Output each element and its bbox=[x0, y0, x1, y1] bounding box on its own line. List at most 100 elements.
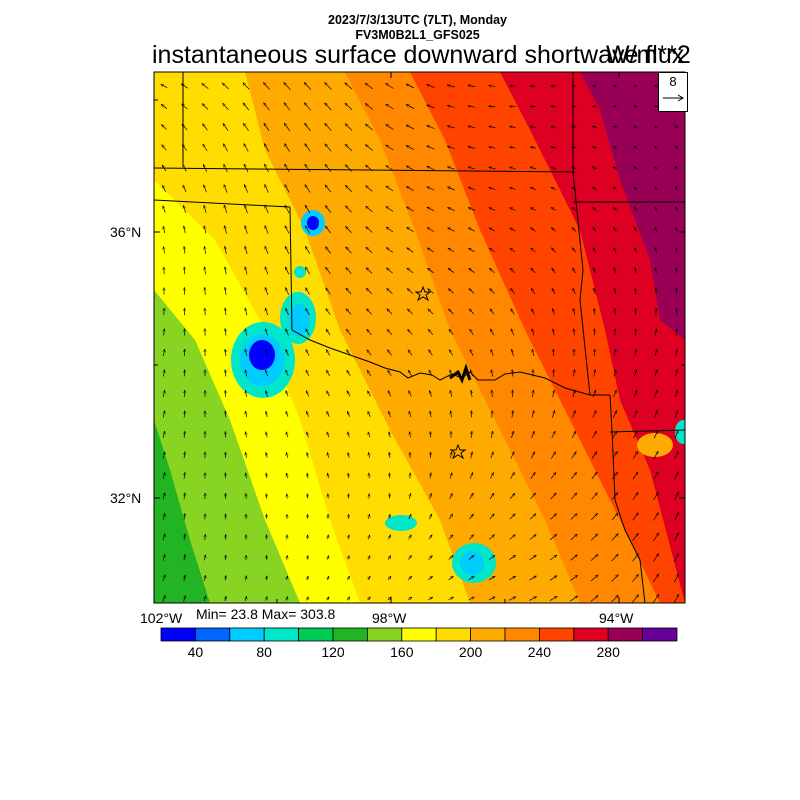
colorbar-swatch bbox=[366, 627, 403, 642]
wind-vector bbox=[366, 268, 373, 274]
wind-vector bbox=[265, 246, 269, 255]
wind-vector bbox=[509, 514, 515, 520]
lon-label-102w: 102°W bbox=[140, 610, 183, 626]
wind-vector bbox=[287, 555, 288, 560]
wind-vector bbox=[348, 576, 350, 581]
wind-vector bbox=[430, 411, 431, 418]
wind-vector bbox=[491, 370, 493, 377]
wind-vector bbox=[265, 267, 269, 275]
wind-vector bbox=[366, 309, 372, 315]
wind-vector bbox=[551, 452, 556, 459]
wind-vector bbox=[304, 205, 311, 214]
wind-vector bbox=[632, 492, 638, 500]
wind-vector bbox=[386, 268, 393, 274]
wind-vector bbox=[510, 248, 516, 253]
wind-vector bbox=[389, 535, 391, 540]
wind-vector bbox=[387, 350, 392, 356]
map-title: instantaneous surface downward shortwave… bbox=[152, 41, 685, 69]
band-green bbox=[154, 420, 210, 603]
wind-vector bbox=[305, 370, 310, 377]
wind-vector bbox=[530, 207, 536, 211]
wind-vector bbox=[284, 144, 290, 152]
wind-vector bbox=[510, 309, 515, 315]
wind-vector bbox=[369, 452, 370, 458]
wind-vector bbox=[613, 390, 617, 398]
wind-vector bbox=[676, 370, 678, 377]
wind-vector bbox=[347, 597, 349, 601]
wind-vector bbox=[448, 535, 453, 540]
wind-vector bbox=[592, 431, 597, 439]
wind-vector bbox=[346, 370, 351, 376]
wind-vector bbox=[410, 432, 411, 438]
wind-vector bbox=[656, 268, 657, 274]
wind-vector bbox=[203, 124, 208, 131]
wind-vector bbox=[530, 187, 536, 189]
wind-vector bbox=[184, 493, 185, 500]
wind-vector bbox=[510, 288, 515, 294]
wind-vector bbox=[551, 248, 556, 253]
wind-vector bbox=[593, 207, 597, 211]
wind-vector bbox=[387, 288, 393, 294]
wind-vector bbox=[489, 207, 496, 211]
wind-vector bbox=[386, 207, 394, 212]
wind-vector bbox=[451, 411, 452, 418]
wind-vector bbox=[490, 309, 495, 315]
wind-vector bbox=[284, 246, 290, 254]
wind-vector bbox=[632, 451, 639, 459]
cell-d-core bbox=[460, 551, 484, 575]
wind-vector bbox=[654, 106, 659, 107]
wind-vector bbox=[407, 576, 412, 581]
wind-vector bbox=[406, 186, 414, 191]
wind-vector bbox=[163, 554, 165, 561]
wind-vector bbox=[430, 493, 432, 499]
wind-vector bbox=[263, 83, 270, 90]
wind-vector bbox=[184, 513, 185, 520]
wind-vector bbox=[225, 555, 226, 561]
wind-vector bbox=[674, 431, 679, 439]
wind-vector bbox=[348, 432, 350, 438]
colorbar-swatch bbox=[607, 627, 644, 642]
wind-vector bbox=[285, 370, 289, 377]
wind-vector bbox=[184, 226, 186, 234]
wind-vector bbox=[635, 248, 637, 253]
wind-vector bbox=[409, 493, 410, 499]
wind-vector bbox=[571, 431, 577, 439]
wind-vector bbox=[468, 247, 475, 253]
wind-vector bbox=[468, 85, 476, 86]
wind-vector bbox=[448, 289, 454, 294]
wind-vector bbox=[225, 246, 227, 254]
wind-vector bbox=[590, 596, 598, 602]
wind-vector bbox=[389, 452, 390, 458]
wind-vector bbox=[307, 452, 308, 458]
wind-vector bbox=[386, 83, 394, 89]
wind-vector bbox=[509, 493, 515, 500]
wind-vector bbox=[245, 390, 246, 397]
wind-vector bbox=[205, 534, 206, 540]
wind-vector bbox=[346, 309, 352, 315]
wind-vector bbox=[447, 126, 455, 129]
wind-vector bbox=[225, 370, 226, 377]
wind-vector bbox=[550, 472, 556, 479]
wind-vector bbox=[590, 534, 598, 541]
wind-vector bbox=[163, 390, 164, 397]
wind-vector bbox=[471, 390, 472, 397]
wind-vector bbox=[429, 390, 432, 397]
wind-vector bbox=[468, 575, 475, 581]
wind-vector bbox=[633, 410, 638, 418]
wind-vector bbox=[509, 535, 516, 540]
wind-vector bbox=[450, 473, 452, 479]
colorbar-swatch bbox=[642, 627, 678, 642]
wind-vector bbox=[655, 349, 657, 356]
wind-vector bbox=[163, 370, 164, 377]
wind-vector bbox=[654, 146, 658, 148]
wind-vector bbox=[164, 329, 165, 336]
wind-vector bbox=[202, 83, 209, 89]
wind-vector bbox=[428, 289, 434, 294]
wind-vector bbox=[655, 247, 657, 253]
wind-vector bbox=[386, 144, 394, 151]
louisiana-north-border bbox=[609, 429, 686, 433]
wind-vector bbox=[674, 410, 678, 418]
wind-vector bbox=[387, 370, 392, 376]
wind-vector bbox=[202, 144, 208, 152]
wind-vector bbox=[552, 268, 556, 274]
